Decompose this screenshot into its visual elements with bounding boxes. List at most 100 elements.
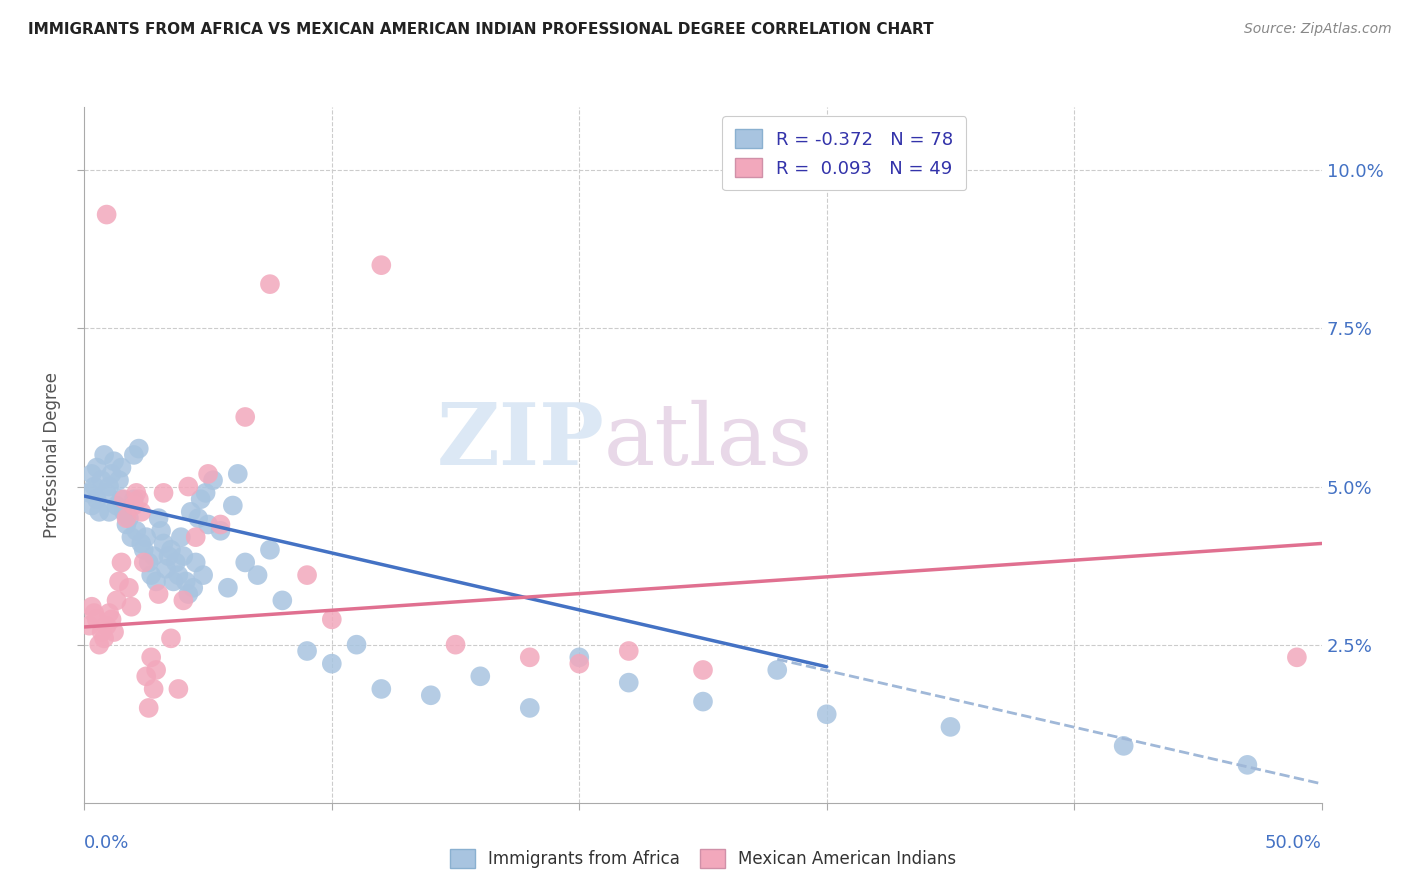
Point — [271, 593, 294, 607]
Point — [125, 486, 148, 500]
Point — [170, 530, 193, 544]
Point — [197, 467, 219, 481]
Point — [160, 542, 183, 557]
Point — [129, 536, 152, 550]
Text: Source: ZipAtlas.com: Source: ZipAtlas.com — [1244, 22, 1392, 37]
Point — [177, 587, 200, 601]
Point — [93, 448, 115, 462]
Point — [132, 556, 155, 570]
Point — [209, 524, 232, 538]
Point — [568, 650, 591, 665]
Point — [145, 574, 167, 589]
Point — [122, 448, 145, 462]
Point — [370, 258, 392, 272]
Point — [152, 536, 174, 550]
Point — [295, 568, 318, 582]
Point — [138, 556, 160, 570]
Point — [165, 556, 187, 570]
Point — [80, 499, 103, 513]
Point — [96, 208, 118, 222]
Point — [162, 574, 184, 589]
Point — [105, 593, 128, 607]
Point — [125, 524, 148, 538]
Text: IMMIGRANTS FROM AFRICA VS MEXICAN AMERICAN INDIAN PROFESSIONAL DEGREE CORRELATIO: IMMIGRANTS FROM AFRICA VS MEXICAN AMERIC… — [28, 22, 934, 37]
Point — [470, 669, 492, 683]
Text: ZIP: ZIP — [436, 399, 605, 483]
Point — [519, 650, 541, 665]
Point — [118, 511, 141, 525]
Point — [148, 511, 170, 525]
Point — [112, 492, 135, 507]
Point — [172, 549, 194, 563]
Point — [181, 581, 204, 595]
Text: 50.0%: 50.0% — [1265, 834, 1322, 852]
Point — [108, 473, 131, 487]
Point — [209, 517, 232, 532]
Point — [617, 675, 640, 690]
Point — [120, 599, 142, 614]
Point — [103, 454, 125, 468]
Point — [233, 409, 256, 424]
Point — [96, 618, 118, 632]
Point — [259, 277, 281, 292]
Point — [80, 467, 103, 481]
Point — [167, 568, 190, 582]
Point — [321, 612, 343, 626]
Y-axis label: Professional Degree: Professional Degree — [44, 372, 62, 538]
Point — [100, 467, 122, 481]
Point — [202, 473, 225, 487]
Point — [568, 657, 591, 671]
Point — [86, 460, 108, 475]
Point — [79, 486, 101, 500]
Point — [86, 492, 108, 507]
Point — [112, 505, 135, 519]
Point — [110, 556, 132, 570]
Point — [259, 542, 281, 557]
Point — [155, 562, 177, 576]
Point — [115, 511, 138, 525]
Point — [217, 581, 239, 595]
Point — [98, 505, 121, 519]
Point — [98, 479, 121, 493]
Point — [172, 593, 194, 607]
Point — [128, 492, 150, 507]
Point — [115, 517, 138, 532]
Point — [141, 650, 163, 665]
Point — [138, 701, 160, 715]
Point — [89, 638, 111, 652]
Point — [187, 511, 209, 525]
Point — [132, 542, 155, 557]
Point — [184, 556, 207, 570]
Point — [191, 568, 214, 582]
Point — [177, 479, 200, 493]
Point — [519, 701, 541, 715]
Point — [118, 581, 141, 595]
Point — [815, 707, 838, 722]
Point — [692, 663, 714, 677]
Legend: R = -0.372   N = 78, R =  0.093   N = 49: R = -0.372 N = 78, R = 0.093 N = 49 — [723, 116, 966, 190]
Point — [180, 505, 202, 519]
Point — [110, 460, 132, 475]
Point — [80, 599, 103, 614]
Point — [90, 625, 112, 640]
Point — [86, 612, 108, 626]
Point — [321, 657, 343, 671]
Point — [129, 505, 152, 519]
Point — [89, 505, 111, 519]
Point — [120, 530, 142, 544]
Point — [766, 663, 789, 677]
Point — [194, 486, 217, 500]
Point — [370, 681, 392, 696]
Point — [150, 524, 173, 538]
Point — [1236, 757, 1258, 772]
Point — [83, 606, 105, 620]
Point — [197, 517, 219, 532]
Point — [419, 688, 441, 702]
Point — [160, 632, 183, 646]
Point — [128, 442, 150, 456]
Point — [246, 568, 269, 582]
Point — [98, 606, 121, 620]
Point — [141, 568, 163, 582]
Point — [100, 612, 122, 626]
Point — [142, 549, 165, 563]
